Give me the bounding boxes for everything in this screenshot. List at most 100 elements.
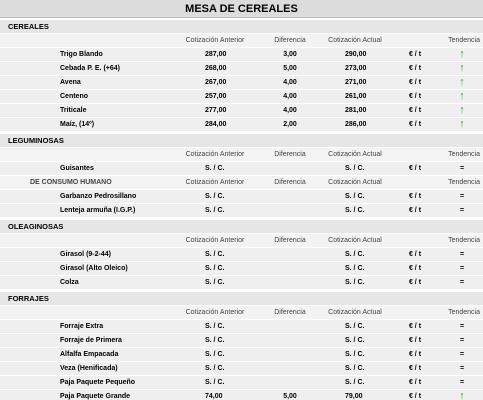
header-anterior: Cotización Anterior: [185, 179, 245, 186]
table-row: Girasol (9-2-44) S. / C. S. / C. € / t =: [0, 248, 483, 261]
product-name: Garbanzo Pedrosillano: [60, 193, 137, 200]
unit: € / t: [408, 165, 422, 172]
price-current: S. / C.: [345, 207, 365, 214]
price-previous: 268,00: [205, 65, 227, 72]
price-difference: 4,00: [283, 79, 297, 86]
column-header: Cotización Anterior Diferencia Cotización …: [0, 34, 483, 47]
unit: € / t: [408, 251, 422, 258]
section-header: CEREALES: [0, 20, 483, 33]
table-row: Forraje de Primera S. / C. S. / C. € / t =: [0, 334, 483, 347]
price-current: 79,00: [345, 393, 363, 400]
header-anterior: Cotización Anterior: [185, 37, 245, 44]
price-previous: S. / C.: [205, 351, 225, 358]
trend: ↑: [459, 48, 465, 60]
price-current: S. / C.: [345, 379, 365, 386]
column-header: Cotización Anterior Diferencia Cotización …: [0, 306, 483, 319]
unit: € / t: [408, 207, 422, 214]
trend: ↑: [459, 76, 465, 88]
unit: € / t: [408, 93, 422, 100]
table-row: Colza S. / C. S. / C. € / t =: [0, 276, 483, 289]
trend: =: [459, 165, 465, 172]
product-name: Paja Paquete Pequeño: [60, 379, 136, 386]
price-previous: 284,00: [205, 121, 227, 128]
price-current: S. / C.: [345, 165, 365, 172]
trend: ↑: [459, 118, 465, 130]
table-row: Cebada P. E. (+64) 268,00 5,00 273,00 € / t ↑: [0, 62, 483, 75]
price-previous: S. / C.: [205, 365, 225, 372]
section-header: FORRAJES: [0, 292, 483, 305]
price-current: 271,00: [345, 79, 367, 86]
header-actual: Cotización Actual: [328, 37, 382, 44]
price-previous: S. / C.: [205, 279, 225, 286]
price-previous: S. / C.: [205, 165, 225, 172]
header-anterior: Cotización Anterior: [185, 237, 245, 244]
header-actual: Cotización Actual: [328, 179, 382, 186]
price-previous: S. / C.: [205, 251, 225, 258]
section-title: LEGUMINOSAS: [8, 136, 64, 145]
product-name: Cebada P. E. (+64): [60, 65, 120, 72]
unit: € / t: [408, 323, 422, 330]
unit: € / t: [408, 393, 422, 400]
header-diferencia: Diferencia: [274, 37, 306, 44]
trend: =: [459, 323, 465, 330]
section-title: FORRAJES: [8, 294, 49, 303]
product-name: Forraje de Primera: [60, 337, 122, 344]
column-header: DE CONSUMO HUMANO Cotización Anterior Dife…: [0, 176, 483, 189]
table-row: Centeno 257,00 4,00 261,00 € / t ↑: [0, 90, 483, 103]
section-title: OLEAGINOSAS: [8, 222, 64, 231]
column-header: Cotización Anterior Diferencia Cotización …: [0, 148, 483, 161]
table-row: Paja Paquete Grande 74,00 5,00 79,00 € / t ↑: [0, 390, 483, 400]
unit: € / t: [408, 337, 422, 344]
header-anterior: Cotización Anterior: [185, 309, 245, 316]
table-row: Forraje Extra S. / C. S. / C. € / t =: [0, 320, 483, 333]
price-current: 261,00: [345, 93, 367, 100]
product-name: Lenteja armuña (I.G.P.): [60, 207, 136, 214]
unit: € / t: [408, 279, 422, 286]
header-diferencia: Diferencia: [274, 179, 306, 186]
price-current: S. / C.: [345, 279, 365, 286]
product-name: Centeno: [60, 93, 88, 100]
product-name: Triticale: [60, 107, 87, 114]
price-current: S. / C.: [345, 323, 365, 330]
header-actual: Cotización Actual: [328, 151, 382, 158]
price-current: S. / C.: [345, 365, 365, 372]
header-tendencia: Tendencia: [448, 151, 480, 158]
page-title: MESA DE CEREALES: [0, 0, 483, 18]
price-previous: 74,00: [205, 393, 223, 400]
trend: ↑: [459, 90, 465, 102]
price-current: 273,00: [345, 65, 367, 72]
product-name: Alfalfa Empacada: [60, 351, 119, 358]
header-actual: Cotización Actual: [328, 237, 382, 244]
price-current: S. / C.: [345, 193, 365, 200]
trend: =: [459, 379, 465, 386]
table-row: Trigo Blando 287,00 3,00 290,00 € / t ↑: [0, 48, 483, 61]
trend: ↑: [459, 390, 465, 400]
unit: € / t: [408, 79, 422, 86]
header-anterior: Cotización Anterior: [185, 151, 245, 158]
price-previous: S. / C.: [205, 379, 225, 386]
product-name: Veza (Henificada): [60, 365, 118, 372]
header-tendencia: Tendencia: [448, 237, 480, 244]
unit: € / t: [408, 51, 422, 58]
price-previous: 277,00: [205, 107, 227, 114]
product-name: Trigo Blando: [60, 51, 103, 58]
price-current: S. / C.: [345, 351, 365, 358]
product-name: Colza: [60, 279, 79, 286]
price-difference: 4,00: [283, 107, 297, 114]
header-tendencia: Tendencia: [448, 309, 480, 316]
price-previous: 287,00: [205, 51, 227, 58]
table-row: Paja Paquete Pequeño S. / C. S. / C. € / t =: [0, 376, 483, 389]
unit: € / t: [408, 107, 422, 114]
trend: =: [459, 251, 465, 258]
header-tendencia: Tendencia: [448, 179, 480, 186]
table-row: Alfalfa Empacada S. / C. S. / C. € / t =: [0, 348, 483, 361]
trend: =: [459, 337, 465, 344]
trend: =: [459, 279, 465, 286]
product-name: Girasol (9-2-44): [60, 251, 111, 258]
column-header: Cotización Anterior Diferencia Cotización …: [0, 234, 483, 247]
product-name: Girasol (Alto Oleico): [60, 265, 128, 272]
product-name: Avena: [60, 79, 81, 86]
price-difference: 5,00: [283, 65, 297, 72]
unit: € / t: [408, 351, 422, 358]
price-current: S. / C.: [345, 337, 365, 344]
